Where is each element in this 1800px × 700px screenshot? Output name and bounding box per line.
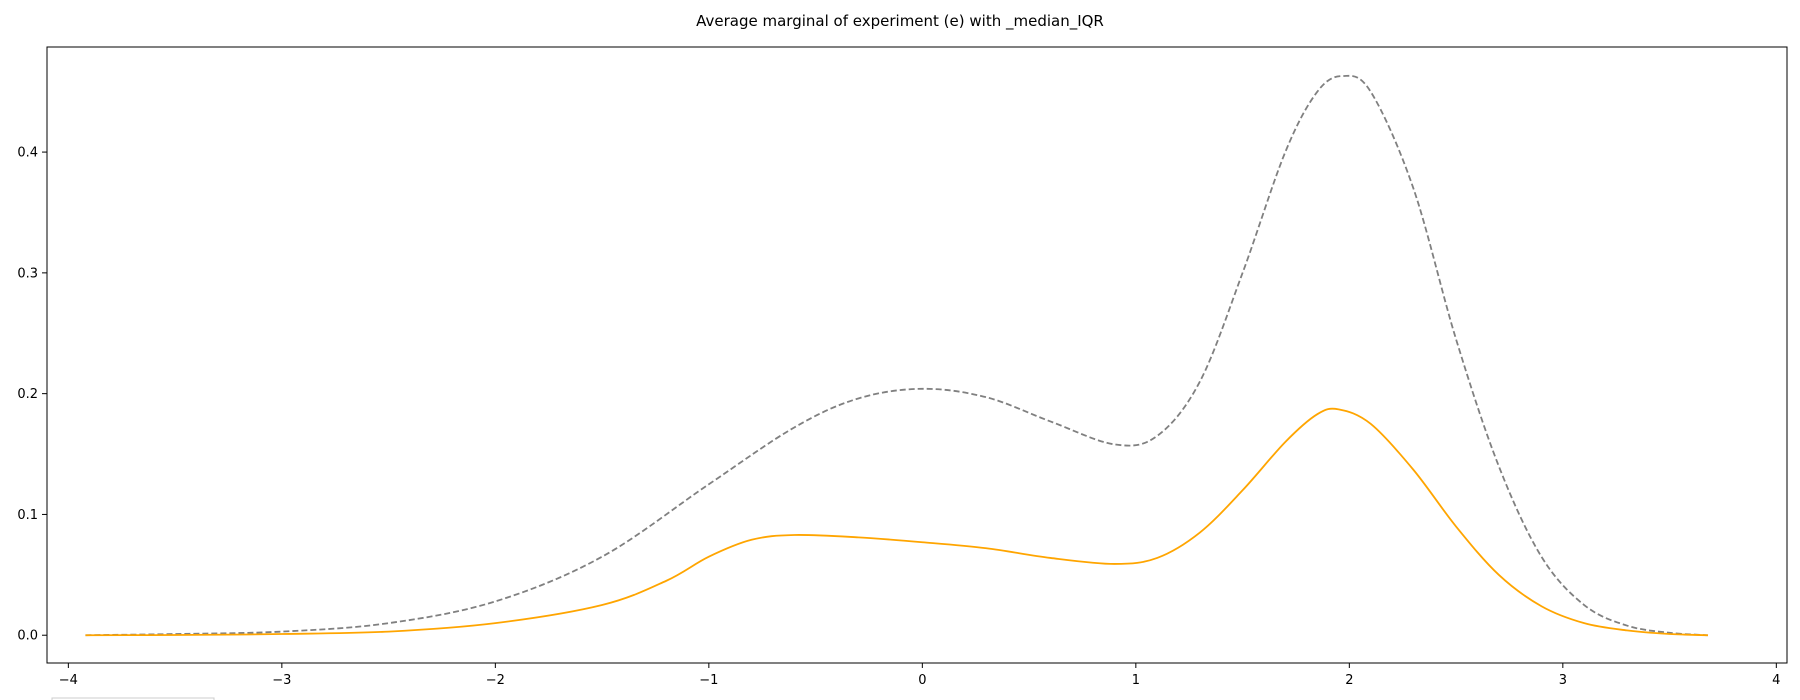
x-tick-label: 2 <box>1345 673 1353 688</box>
x-tick-label: −4 <box>59 673 78 688</box>
x-tick-label: 1 <box>1132 673 1140 688</box>
chart-title: Average marginal of experiment (e) with … <box>696 12 1104 31</box>
y-tick-label: 0.3 <box>17 266 38 281</box>
x-tick-label: 0 <box>918 673 926 688</box>
y-tick-label: 0.1 <box>17 508 38 523</box>
series-layer <box>85 74 1709 637</box>
x-tick-label: 4 <box>1772 673 1780 688</box>
axes-layer: −4 −3 −2 −1 0 1 2 3 4 0.0 0.1 0.2 0.3 0.4 <box>17 46 1788 688</box>
x-tick-label: −2 <box>486 673 505 688</box>
y-tick-label: 0.4 <box>17 146 38 161</box>
series-line-1 <box>85 407 1709 637</box>
axes-frame <box>46 46 1788 664</box>
x-tick-label: 3 <box>1559 673 1567 688</box>
legend-box <box>51 697 215 700</box>
x-tick-label: −3 <box>272 673 291 688</box>
series-line-0 <box>85 74 1709 637</box>
x-tick-label: −1 <box>699 673 718 688</box>
y-tick-label: 0.2 <box>17 387 38 402</box>
y-tick-label: 0.0 <box>17 629 38 644</box>
